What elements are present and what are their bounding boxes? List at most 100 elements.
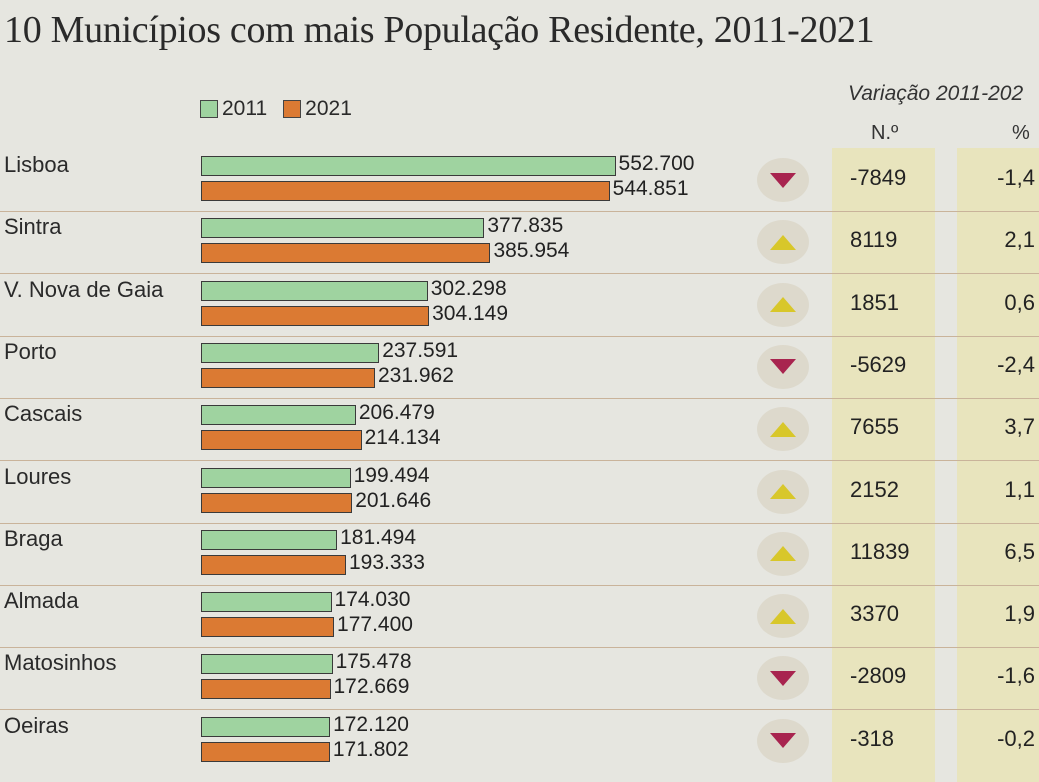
value-label-2011: 174.030: [334, 588, 411, 612]
row-divider: [0, 273, 1039, 275]
row-divider: [0, 460, 1039, 462]
variation-pct-header: %: [1012, 122, 1030, 144]
bar-2011: [201, 592, 332, 613]
legend: 2011 2021: [200, 97, 368, 121]
value-label-2021: 172.669: [333, 675, 410, 699]
value-label-2011: 181.494: [340, 525, 417, 549]
variation-n-column-bg: [832, 148, 935, 782]
legend-label-2011: 2011: [222, 97, 268, 120]
triangle-up-icon: [770, 484, 796, 499]
variation-n-value: -318: [850, 725, 895, 751]
bar-2021: [201, 617, 335, 638]
value-label-2021: 385.954: [493, 239, 570, 263]
bar-2011: [201, 654, 333, 675]
chart-row: Oeiras 172.120 171.802 -318 -0,2: [0, 711, 1039, 773]
value-label-2011: 172.120: [333, 712, 409, 736]
value-label-2011: 302.298: [430, 276, 507, 300]
up-arrow-icon: [757, 531, 809, 576]
up-arrow-icon: [757, 220, 809, 265]
down-arrow-icon: [757, 158, 809, 202]
variation-pct-value: -0,2: [997, 725, 1035, 751]
bar-2021: [201, 430, 362, 451]
row-divider: [0, 335, 1039, 337]
row-divider: [0, 709, 1039, 711]
bar-2011: [201, 529, 338, 550]
category-label: Oeiras: [4, 712, 69, 738]
down-arrow-icon: [757, 656, 809, 701]
bar-2011: [201, 218, 485, 239]
down-arrow-icon: [757, 344, 809, 389]
variation-n-value: 2152: [850, 476, 899, 502]
up-arrow-icon: [757, 282, 809, 327]
variation-n-value: 8119: [850, 227, 898, 253]
variation-n-value: -7849: [850, 165, 907, 190]
chart-row: Loures 199.494 201.646 2152 1,1: [0, 462, 1039, 524]
value-label-2021: 171.802: [332, 737, 409, 761]
variation-n-value: -2809: [850, 663, 907, 689]
bar-2021: [201, 367, 375, 388]
row-divider: [0, 397, 1039, 399]
variation-pct-value: 2,1: [1004, 227, 1035, 253]
triangle-up-icon: [770, 608, 796, 624]
chart-row: Lisboa 552.700 544.851 -7849 -1,4: [0, 150, 1039, 212]
chart-row: Cascais 206.479 214.134 7655 3,7: [0, 399, 1039, 462]
variation-pct-value: 1,9: [1004, 601, 1035, 627]
category-label: Loures: [4, 463, 72, 489]
up-arrow-icon: [757, 407, 809, 452]
variation-n-value: -5629: [850, 351, 907, 377]
bar-2011: [201, 467, 351, 488]
legend-label-2021: 2021: [305, 97, 352, 120]
category-label: Braga: [4, 525, 63, 551]
value-label-2021: 201.646: [355, 488, 432, 512]
triangle-up-icon: [770, 297, 796, 313]
value-label-2011: 175.478: [335, 650, 412, 674]
variation-pct-value: 3,7: [1004, 414, 1035, 440]
category-label: V. Nova de Gaia: [4, 276, 164, 302]
value-label-2011: 377.835: [487, 214, 564, 238]
row-divider: [0, 522, 1039, 524]
variation-n-header: N.º: [871, 122, 899, 144]
legend-swatch-2011: [200, 100, 218, 118]
category-label: Lisboa: [4, 152, 69, 177]
triangle-down-icon: [770, 733, 796, 749]
up-arrow-icon: [757, 469, 809, 514]
variation-n-value: 7655: [850, 414, 899, 440]
variation-pct-value: -1,6: [997, 663, 1035, 689]
legend-item-2021: 2021: [283, 97, 352, 121]
bar-2011: [201, 405, 356, 426]
variation-pct-value: -2,4: [997, 351, 1035, 377]
variation-pct-value: 0,6: [1004, 289, 1035, 315]
bar-2021: [201, 181, 610, 201]
chart-row: Braga 181.494 193.333 11839 6,5: [0, 524, 1039, 586]
bar-2021: [201, 305, 430, 326]
variation-n-value: 1851: [850, 289, 899, 315]
chart-title: 10 Municípios com mais População Residen…: [4, 9, 875, 51]
chart-row: Porto 237.591 231.962 -5629 -2,4: [0, 337, 1039, 399]
row-divider: [0, 647, 1039, 649]
value-label-2021: 544.851: [612, 177, 689, 200]
chart-row: V. Nova de Gaia 302.298 304.149 1851 0,6: [0, 275, 1039, 337]
variation-pct-value: 1,1: [1004, 476, 1035, 502]
category-label: Cascais: [4, 401, 83, 427]
value-label-2011: 206.479: [358, 401, 435, 425]
up-arrow-icon: [757, 594, 809, 639]
legend-swatch-2021: [283, 100, 302, 118]
value-label-2021: 177.400: [337, 613, 413, 637]
chart-row: Almada 174.030 177.400 3370 1,9: [0, 586, 1039, 649]
triangle-up-icon: [770, 546, 796, 562]
bar-2021: [201, 741, 330, 762]
bar-2021: [201, 554, 346, 575]
value-label-2011: 199.494: [353, 463, 430, 487]
value-label-2021: 193.333: [348, 550, 425, 574]
value-label-2011: 237.591: [382, 338, 459, 362]
row-divider: [0, 211, 1039, 212]
variation-pct-value: 6,5: [1004, 538, 1035, 564]
category-label: Porto: [4, 338, 57, 364]
chart-row: Sintra 377.835 385.954 8119 2,1: [0, 212, 1039, 275]
triangle-down-icon: [770, 359, 796, 375]
category-label: Sintra: [4, 214, 62, 240]
triangle-up-icon: [770, 234, 796, 250]
value-label-2021: 304.149: [432, 301, 509, 325]
legend-item-2011: 2011: [200, 97, 267, 121]
